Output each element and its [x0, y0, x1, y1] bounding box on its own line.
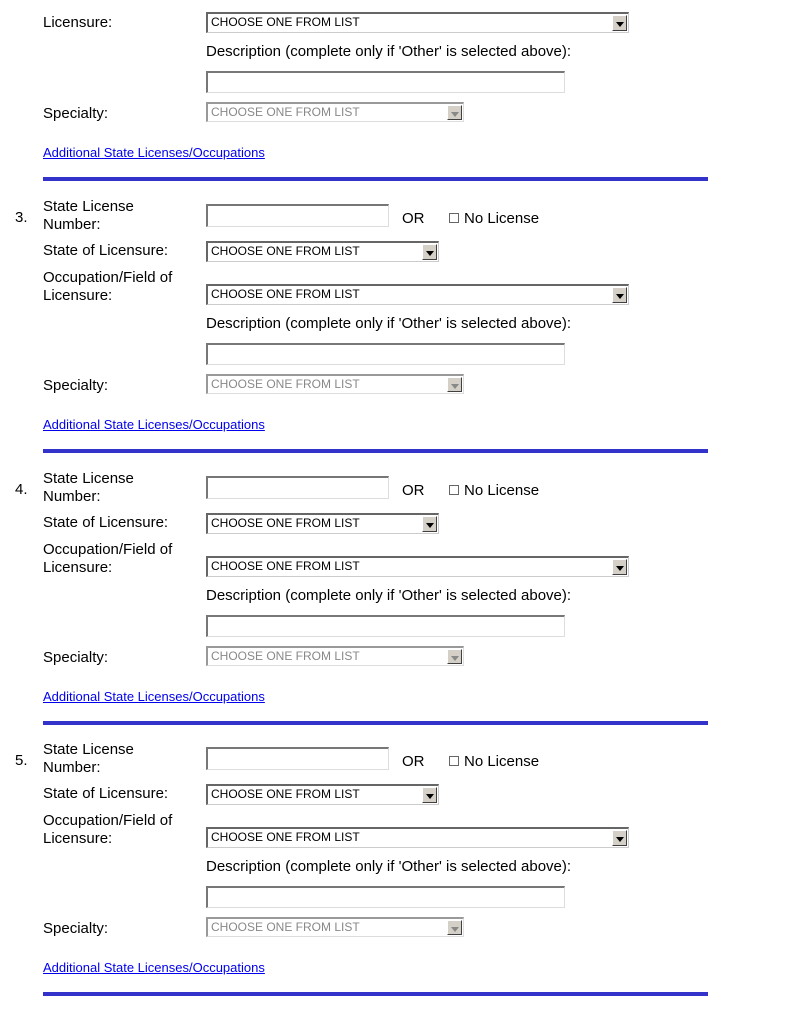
label-line: Licensure:	[43, 830, 113, 847]
section-number: 4.	[15, 480, 28, 498]
section-number: 3.	[15, 209, 28, 226]
select-value: CHOOSE ONE FROM LIST	[211, 830, 360, 844]
occupation-select[interactable]: CHOOSE ONE FROM LIST	[206, 555, 629, 577]
select-value: CHOOSE ONE FROM LIST	[211, 920, 360, 934]
or-label: OR	[402, 481, 425, 499]
description-label: Description (complete only if 'Other' is…	[206, 858, 572, 875]
specialty-select[interactable]: CHOOSE ONE FROM LIST	[206, 917, 464, 937]
select-value: CHOOSE ONE FROM LIST	[211, 648, 360, 663]
or-label: OR	[402, 210, 425, 227]
license-number-input[interactable]	[206, 747, 389, 770]
additional-licenses-link[interactable]: Additional State Licenses/Occupations	[43, 417, 265, 432]
license-section: 5. State License Number: OR No License S…	[0, 741, 789, 1013]
specialty-label: Specialty:	[43, 377, 109, 394]
chevron-down-icon[interactable]	[422, 244, 437, 260]
no-license-checkbox[interactable]	[449, 484, 459, 495]
label-line: State License	[43, 741, 134, 758]
description-input[interactable]	[206, 343, 565, 365]
additional-licenses-link[interactable]: Additional State Licenses/Occupations	[43, 145, 265, 160]
label-line: State License	[43, 469, 134, 487]
state-label: State of Licensure:	[43, 785, 169, 802]
no-license-label[interactable]: No License	[464, 210, 540, 227]
description-label: Description (complete only if 'Other' is…	[206, 586, 572, 604]
select-value: CHOOSE ONE FROM LIST	[211, 244, 360, 258]
license-number-input[interactable]	[206, 475, 389, 499]
specialty-select[interactable]: CHOOSE ONE FROM LIST	[206, 102, 464, 122]
label-line: Licensure:	[43, 287, 113, 304]
specialty-label: Specialty:	[43, 648, 109, 666]
additional-licenses-link[interactable]: Additional State Licenses/Occupations	[43, 688, 265, 704]
select-value: CHOOSE ONE FROM LIST	[211, 558, 360, 573]
occupation-select[interactable]: CHOOSE ONE FROM LIST	[206, 827, 629, 848]
state-label: State of Licensure:	[43, 513, 169, 531]
select-value: CHOOSE ONE FROM LIST	[211, 15, 360, 29]
or-label: OR	[402, 753, 425, 770]
select-value: CHOOSE ONE FROM LIST	[211, 105, 360, 119]
state-label: State of Licensure:	[43, 242, 169, 259]
license-number-label: State License Number:	[43, 741, 134, 777]
label-line: State License	[43, 198, 134, 215]
state-select[interactable]: CHOOSE ONE FROM LIST	[206, 784, 439, 805]
section-divider	[43, 177, 708, 181]
specialty-label: Specialty:	[43, 105, 109, 122]
description-input[interactable]	[206, 886, 565, 908]
section-divider	[43, 449, 708, 453]
occupation-label: Occupation/Field of Licensure:	[43, 541, 172, 577]
no-license-label[interactable]: No License	[464, 481, 540, 499]
license-section: 4. State License Number: OR No License S…	[0, 470, 789, 742]
state-select[interactable]: CHOOSE ONE FROM LIST	[206, 241, 439, 262]
license-number-input[interactable]	[206, 204, 389, 227]
occupation-select[interactable]: CHOOSE ONE FROM LIST	[206, 12, 629, 33]
specialty-select[interactable]: CHOOSE ONE FROM LIST	[206, 374, 464, 394]
select-value: CHOOSE ONE FROM LIST	[211, 287, 360, 301]
section-divider	[43, 720, 708, 725]
license-section-2: Licensure: CHOOSE ONE FROM LIST Descript…	[0, 0, 789, 198]
description-input[interactable]	[206, 71, 565, 93]
chevron-down-icon[interactable]	[447, 105, 462, 120]
license-number-label: State License Number:	[43, 470, 134, 506]
chevron-down-icon[interactable]	[422, 787, 437, 803]
label-line: Occupation/Field of	[43, 540, 173, 558]
chevron-down-icon[interactable]	[447, 920, 462, 935]
label-line: Number:	[43, 216, 101, 233]
occupation-label: Occupation/Field of Licensure:	[43, 269, 172, 305]
description-input[interactable]	[206, 614, 565, 637]
chevron-down-icon[interactable]	[447, 648, 462, 664]
state-select[interactable]: CHOOSE ONE FROM LIST	[206, 512, 439, 534]
no-license-checkbox[interactable]	[449, 756, 459, 766]
chevron-down-icon[interactable]	[612, 15, 627, 31]
occupation-label: Occupation/Field of Licensure:	[43, 812, 172, 848]
no-license-label[interactable]: No License	[464, 753, 540, 770]
select-value: CHOOSE ONE FROM LIST	[211, 377, 360, 391]
no-license-checkbox[interactable]	[449, 213, 459, 223]
chevron-down-icon[interactable]	[612, 558, 627, 575]
label-line: Number:	[43, 759, 101, 776]
label-line: Number:	[43, 487, 101, 505]
label-line: Occupation/Field of	[43, 812, 173, 829]
specialty-select[interactable]: CHOOSE ONE FROM LIST	[206, 645, 464, 666]
label-line: Licensure:	[43, 558, 113, 576]
chevron-down-icon[interactable]	[612, 287, 627, 303]
occupation-select[interactable]: CHOOSE ONE FROM LIST	[206, 284, 629, 305]
chevron-down-icon[interactable]	[422, 515, 437, 532]
select-value: CHOOSE ONE FROM LIST	[211, 515, 360, 530]
occupation-label: Licensure:	[43, 14, 113, 31]
license-section: 3. State License Number: OR No License S…	[0, 198, 789, 470]
select-value: CHOOSE ONE FROM LIST	[211, 787, 360, 801]
license-number-label: State License Number:	[43, 198, 134, 234]
section-number: 5.	[15, 752, 28, 769]
chevron-down-icon[interactable]	[612, 830, 627, 846]
section-divider	[43, 992, 708, 996]
label-line: Occupation/Field of	[43, 269, 173, 286]
description-label: Description (complete only if 'Other' is…	[206, 315, 572, 332]
additional-licenses-link[interactable]: Additional State Licenses/Occupations	[43, 960, 265, 975]
chevron-down-icon[interactable]	[447, 377, 462, 392]
specialty-label: Specialty:	[43, 920, 109, 937]
description-label: Description (complete only if 'Other' is…	[206, 43, 572, 60]
